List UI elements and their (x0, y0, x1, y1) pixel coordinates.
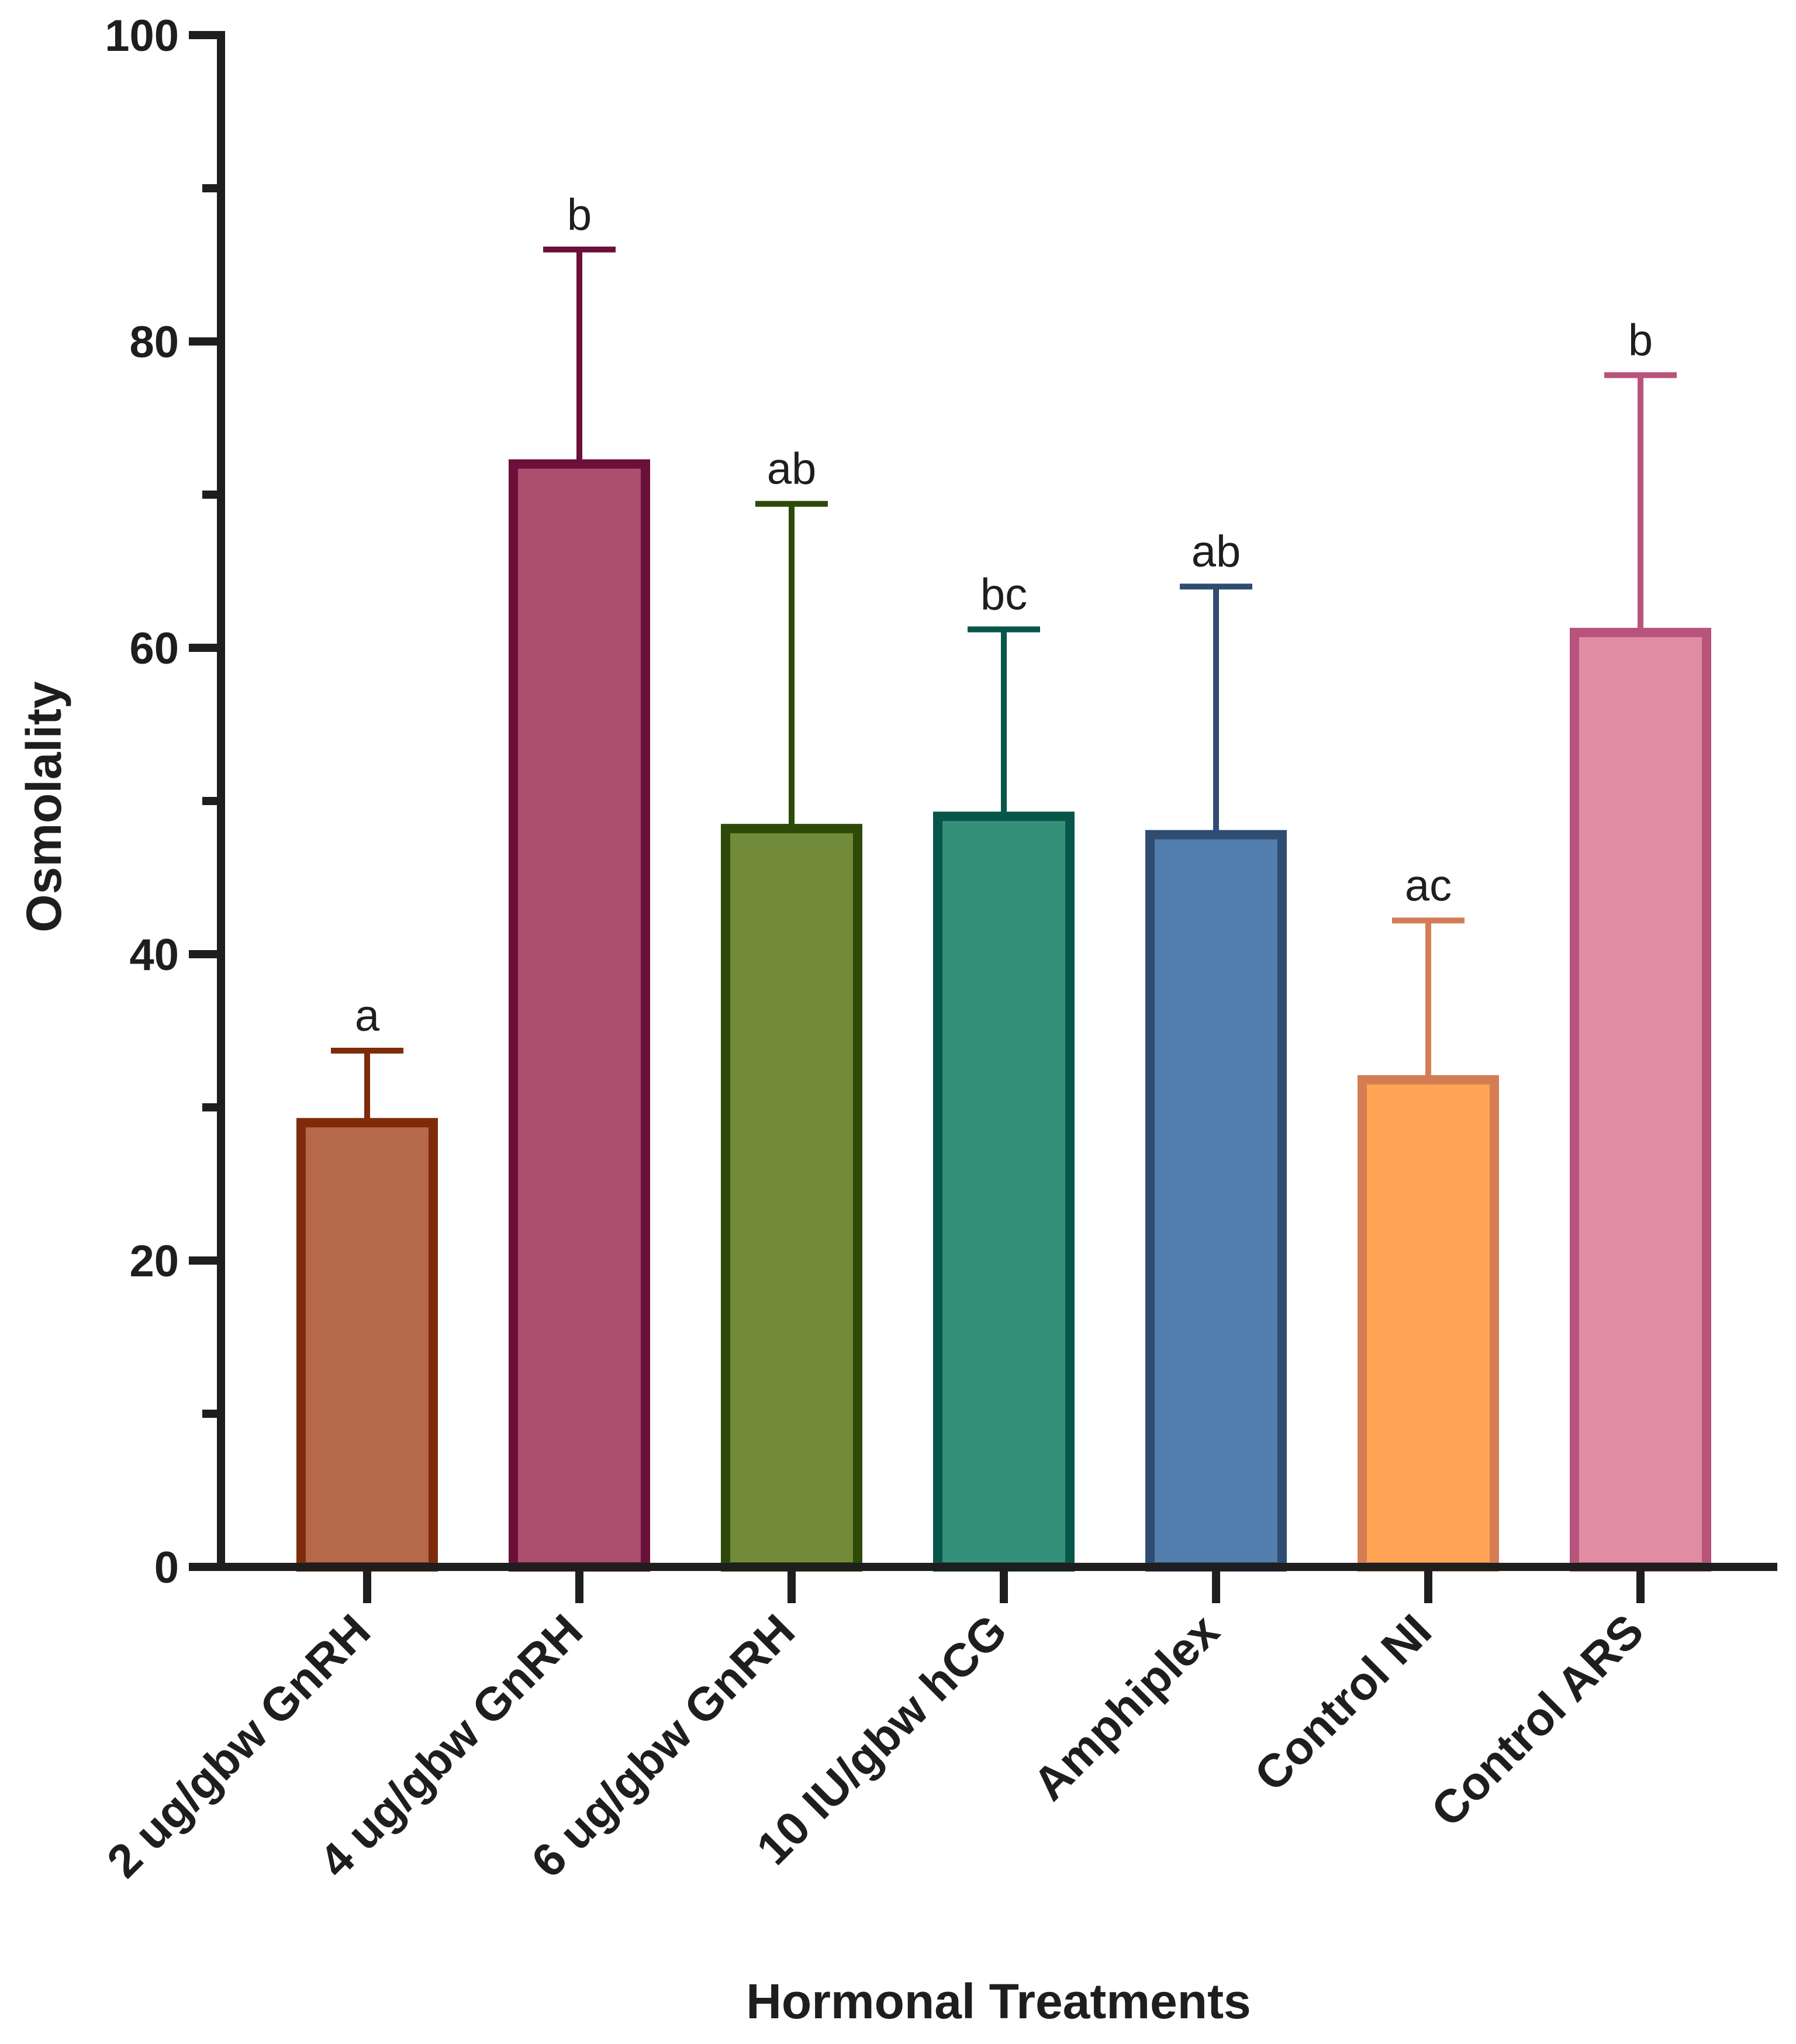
significance-label: ab (1191, 527, 1241, 576)
significance-label: ab (767, 444, 817, 494)
y-tick-label: 20 (129, 1237, 179, 1286)
y-axis-title: Osmolality (16, 681, 71, 933)
x-axis-ticks (363, 1567, 1645, 1603)
bar (1145, 830, 1287, 1572)
significance-label: bc (980, 570, 1027, 620)
y-tick-label: 100 (105, 11, 179, 61)
bar (1570, 627, 1711, 1572)
x-axis-title: Hormonal Treatments (746, 1974, 1251, 2029)
y-axis-ticks: 0 20 40 60 80 100 (105, 11, 221, 1593)
significance-label: b (567, 190, 592, 240)
bar (721, 824, 862, 1572)
y-tick-label: 40 (129, 930, 179, 980)
significance-label: ac (1405, 861, 1452, 910)
x-tick-label: Amphiplex (1023, 1604, 1229, 1810)
significance-label: a (355, 991, 380, 1041)
x-tick-label: Control NI (1245, 1604, 1441, 1801)
y-tick-label: 80 (129, 317, 179, 367)
x-tick-label: Control ARS (1421, 1604, 1653, 1836)
error-bars-layer (331, 246, 1677, 1123)
bar (1358, 1075, 1499, 1572)
significance-label: b (1628, 316, 1653, 365)
bar (933, 812, 1075, 1572)
y-tick-label: 0 (154, 1543, 179, 1593)
bar (509, 459, 650, 1572)
y-tick-label: 60 (129, 624, 179, 674)
bar (296, 1118, 438, 1572)
